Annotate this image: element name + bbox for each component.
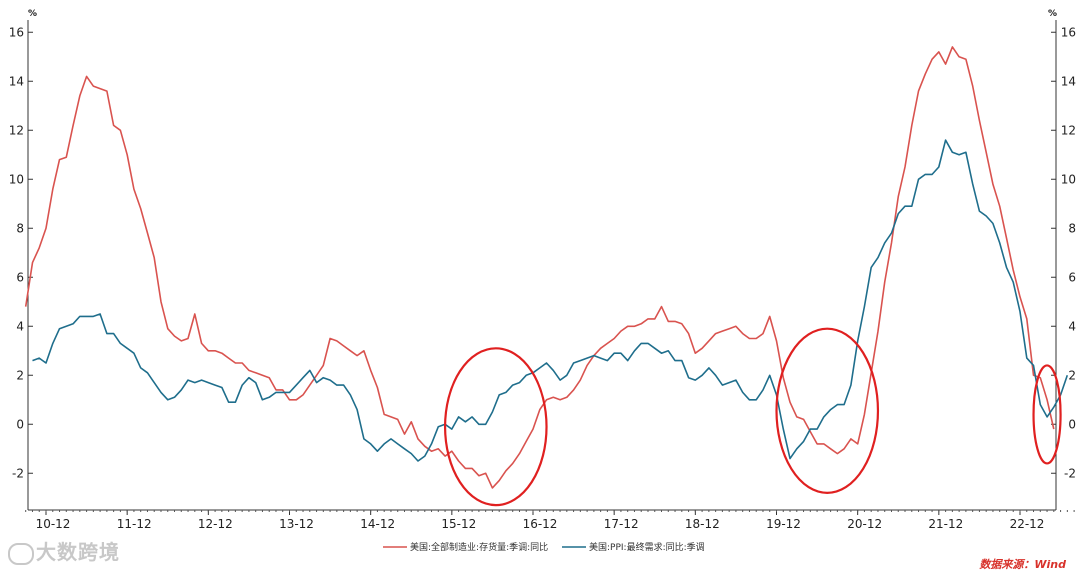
series-line-2 bbox=[32, 139, 1069, 462]
y-tick-label-left: 6 bbox=[16, 270, 24, 284]
highlight-ellipse-3 bbox=[1032, 364, 1062, 465]
axes: % % -2 -2 0 0 2 2 4 4 6 6 8 8 10 10 12 12 14 14 16 16 10-12 11-… bbox=[9, 9, 1076, 531]
legend: 美国:全部制造业:存货量:季调:同比 美国:PPI:最终需求:同比:季调 bbox=[383, 541, 705, 553]
x-tick-label: 17-12 bbox=[604, 517, 639, 531]
y-tick-label-right: 2 bbox=[1068, 368, 1076, 382]
x-tick-label: 10-12 bbox=[36, 517, 71, 531]
x-tick-label: 16-12 bbox=[523, 517, 558, 531]
x-tick-label: 18-12 bbox=[685, 517, 720, 531]
y-tick-label-right: 8 bbox=[1068, 221, 1076, 235]
watermark-text: 大数跨境 bbox=[36, 540, 120, 564]
y-tick-label-right: 4 bbox=[1068, 319, 1076, 333]
y-tick-label-left: 12 bbox=[9, 123, 24, 137]
annotations bbox=[443, 327, 1062, 507]
y-tick-label-right: -2 bbox=[1064, 466, 1076, 480]
y-tick-label-right: 14 bbox=[1061, 74, 1076, 88]
x-tick-label: 21-12 bbox=[928, 517, 963, 531]
highlight-ellipse-1 bbox=[443, 347, 548, 507]
y-tick-label-right: 10 bbox=[1061, 172, 1076, 186]
x-tick-label: 11-12 bbox=[117, 517, 152, 531]
series-line-1 bbox=[24, 46, 1055, 489]
y-tick-label-right: 0 bbox=[1068, 417, 1076, 431]
y-tick-label-left: 14 bbox=[9, 74, 24, 88]
x-tick-label: 13-12 bbox=[279, 517, 314, 531]
x-tick-label: 20-12 bbox=[847, 517, 882, 531]
y-tick-label-left: 16 bbox=[9, 25, 24, 39]
y-tick-label-left: 4 bbox=[16, 319, 24, 333]
y-tick-label-left: -2 bbox=[12, 466, 24, 480]
y-tick-label-left: 10 bbox=[9, 172, 24, 186]
series-lines bbox=[24, 46, 1069, 489]
watermark: 大数跨境 bbox=[8, 536, 120, 565]
y-tick-label-left: 8 bbox=[16, 221, 24, 235]
watermark-logo-icon bbox=[8, 542, 34, 565]
y-tick-label-right: 16 bbox=[1061, 25, 1076, 39]
legend-label-2: 美国:PPI:最终需求:同比:季调 bbox=[589, 541, 705, 553]
legend-label-1: 美国:全部制造业:存货量:季调:同比 bbox=[410, 541, 548, 553]
y-tick-label-left: 0 bbox=[16, 417, 24, 431]
x-tick-label: 22-12 bbox=[1010, 517, 1045, 531]
x-tick-label: 14-12 bbox=[360, 517, 395, 531]
source-note: 数据来源：Wind bbox=[979, 558, 1066, 571]
y-tick-label-left: 2 bbox=[16, 368, 24, 382]
x-tick-label: 15-12 bbox=[441, 517, 476, 531]
y-unit-right: % bbox=[1048, 9, 1057, 19]
highlight-ellipse-2 bbox=[775, 327, 880, 494]
x-tick-label: 12-12 bbox=[198, 517, 233, 531]
x-tick-label: 19-12 bbox=[766, 517, 801, 531]
y-tick-label-right: 6 bbox=[1068, 270, 1076, 284]
y-unit-left: % bbox=[28, 9, 37, 19]
y-tick-label-right: 12 bbox=[1061, 123, 1076, 137]
